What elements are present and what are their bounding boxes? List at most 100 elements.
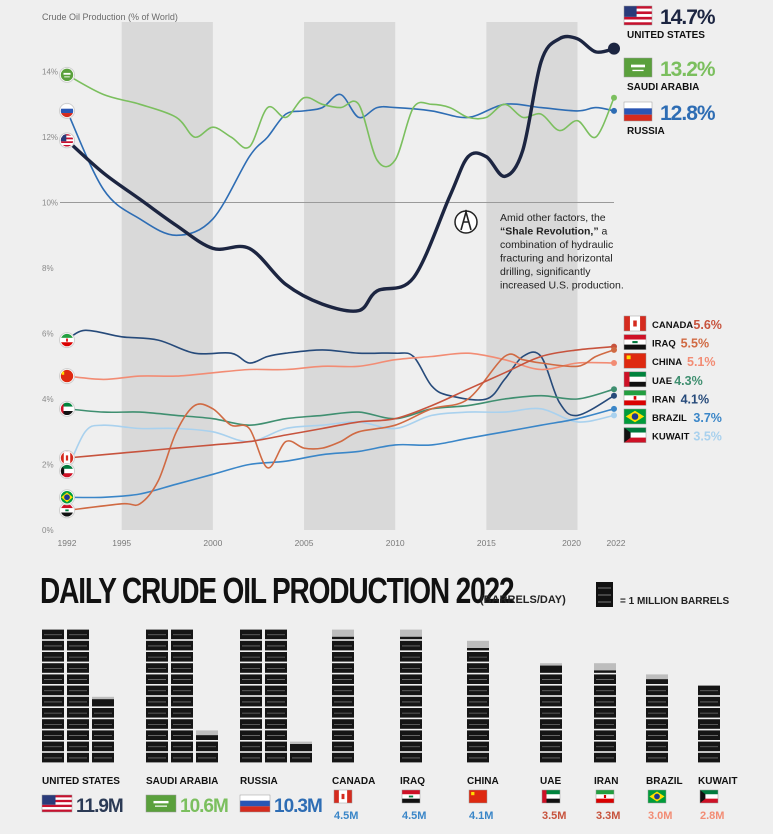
- end-point-marker: [611, 360, 617, 366]
- start-flag-marker: [59, 102, 75, 119]
- start-flag-marker: [59, 66, 75, 83]
- series-name: UNITED STATES: [627, 30, 705, 41]
- sa-flag: [60, 68, 74, 82]
- x-tick-label: 2020: [562, 538, 581, 548]
- x-tick-label: 1995: [112, 538, 131, 548]
- x-tick-label: 2000: [203, 538, 222, 548]
- daily-production-bars: UNITED STATES 11.9M SAUDI ARABIA 10.6M RUSSI…: [41, 582, 737, 822]
- barrel-partial-outline: [594, 663, 616, 673]
- series-markers: [59, 42, 620, 519]
- series-label-united-states: 14.7%UNITED STATES: [623, 5, 717, 41]
- value-label: 10.6M: [180, 796, 228, 817]
- series-line-united-states: [65, 34, 616, 313]
- series-line-brazil: [66, 408, 615, 499]
- series-name: CHINA: [652, 357, 682, 368]
- bar-group-united-states: UNITED STATES 11.9M: [41, 629, 124, 817]
- series-label-iraq: IRAQ 5.5%: [623, 334, 710, 351]
- annotation-line: Amid other factors, the: [500, 212, 606, 224]
- x-tick-label: 2010: [386, 538, 405, 548]
- bar-group-uae: UAE 3.5M: [540, 663, 566, 822]
- barrel-partial-fill: [594, 670, 616, 673]
- series-labels: 14.7%UNITED STATES 13.2%SAUDI ARABIA 12.8%…: [623, 5, 722, 444]
- iq-flag: [401, 789, 421, 804]
- series-value: 3.5%: [693, 430, 722, 444]
- ir-flag: [623, 390, 647, 406]
- chart-title: Crude Oil Production (% of World): [42, 12, 178, 22]
- category-label: CANADA: [332, 776, 375, 787]
- ca-flag: [623, 315, 647, 332]
- category-label: KUWAIT: [698, 776, 737, 787]
- axes: Crude Oil Production (% of World) 0% 2% 4% 6…: [42, 12, 626, 548]
- series-lines: [65, 34, 616, 512]
- x-tick-label: 2015: [477, 538, 496, 548]
- barrel-legend-text: = 1 MILLION BARRELS: [620, 596, 730, 607]
- series-label-canada: CANADA 5.6%: [623, 315, 722, 332]
- barrel-partial-fill: [467, 648, 489, 651]
- end-point-marker: [611, 107, 617, 114]
- value-label: 2.8M: [700, 810, 724, 822]
- ae-flag: [60, 402, 74, 416]
- annotation-line: increased U.S. production.: [500, 280, 624, 292]
- value-label: 11.9M: [76, 796, 123, 817]
- year-band: [121, 22, 213, 530]
- end-point-marker: [611, 392, 617, 399]
- x-tick-label: 2022: [607, 538, 626, 548]
- series-line-russia: [66, 93, 615, 237]
- shale-annotation: Amid other factors, the “Shale Revolution…: [454, 209, 624, 292]
- value-label: 3.3M: [596, 810, 620, 822]
- y-tick-label: 14%: [42, 68, 58, 77]
- barrel-partial-fill: [196, 735, 218, 740]
- cn-flag: [468, 789, 488, 804]
- series-value: 5.5%: [681, 337, 710, 351]
- barrel-partial-fill: [290, 744, 312, 752]
- series-name: IRAQ: [652, 339, 676, 350]
- ca-flag: [60, 451, 74, 465]
- annotation-line: fracturing and horizontal: [500, 253, 613, 265]
- barrel-partial-fill: [332, 636, 354, 640]
- ru-flag: [60, 104, 74, 118]
- series-line-iraq: [66, 349, 615, 512]
- value-label: 4.5M: [402, 810, 426, 822]
- end-point-marker: [611, 412, 617, 419]
- iq-flag: [60, 504, 74, 517]
- bar-group-kuwait: KUWAIT 2.8M: [698, 685, 737, 822]
- series-line-kuwait: [66, 407, 615, 472]
- end-point-marker: [611, 386, 617, 393]
- end-point-marker: [611, 94, 617, 101]
- series-value: 14.7%: [660, 6, 716, 29]
- series-value: 3.7%: [693, 411, 722, 425]
- series-label-kuwait: KUWAIT 3.5%: [623, 427, 722, 444]
- ir-flag: [595, 789, 615, 804]
- barrel-partial-outline: [467, 640, 489, 651]
- ae-flag: [623, 371, 647, 388]
- bar-group-saudi-arabia: SAUDI ARABIA 10.6M: [145, 629, 229, 817]
- kw-flag: [699, 789, 719, 804]
- series-value: 12.8%: [660, 102, 716, 125]
- series-label-uae: UAE 4.3%: [623, 371, 703, 388]
- barrel-partial-fill: [646, 679, 668, 684]
- bar-group-iraq: IRAQ 4.5M: [400, 629, 426, 822]
- barrel-partial-fill: [400, 636, 422, 640]
- value-label: 3.5M: [542, 810, 566, 822]
- br-flag: [60, 491, 74, 504]
- ae-flag: [541, 789, 561, 804]
- barrel-partial-outline: [400, 629, 422, 640]
- br-flag: [623, 408, 647, 425]
- us-flag: [60, 134, 74, 147]
- series-label-china: CHINA 5.1%: [623, 352, 716, 369]
- barrel-legend-icon: [596, 582, 613, 607]
- annotation-line: combination of hydraulic: [500, 239, 613, 251]
- series-line-canada: [66, 345, 615, 459]
- series-line-uae: [66, 388, 615, 426]
- series-value: 5.6%: [693, 318, 722, 332]
- series-line-iran: [66, 329, 615, 417]
- category-label: UNITED STATES: [42, 776, 120, 787]
- barrel-partial-outline: [332, 629, 354, 640]
- bar-group-china: CHINA 4.1M: [467, 640, 499, 822]
- series-line-china: [66, 352, 615, 381]
- cn-flag: [623, 352, 647, 369]
- category-label: SAUDI ARABIA: [146, 776, 218, 787]
- kw-flag: [623, 427, 647, 443]
- ca-flag: [333, 789, 353, 804]
- series-label-iran: IRAN 4.1%: [623, 390, 709, 406]
